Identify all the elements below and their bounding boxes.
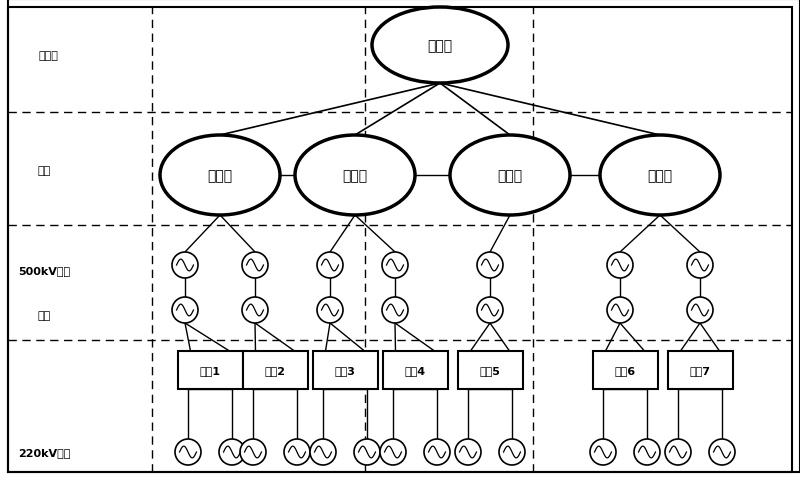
Ellipse shape — [295, 136, 415, 216]
Text: 联厘7: 联厘7 — [690, 365, 710, 375]
Text: 分区一: 分区一 — [207, 168, 233, 182]
Circle shape — [424, 439, 450, 465]
Text: 联厘6: 联厘6 — [614, 365, 635, 375]
Ellipse shape — [372, 8, 508, 84]
Circle shape — [499, 439, 525, 465]
Circle shape — [687, 252, 713, 278]
Circle shape — [687, 298, 713, 324]
Text: 联厘1: 联厘1 — [199, 365, 221, 375]
Circle shape — [317, 298, 343, 324]
Text: 分区二: 分区二 — [342, 168, 367, 182]
Text: 分区四: 分区四 — [647, 168, 673, 182]
Circle shape — [455, 439, 481, 465]
Text: 联厘5: 联厘5 — [479, 365, 501, 375]
Circle shape — [242, 298, 268, 324]
Text: 分层: 分层 — [38, 311, 50, 320]
Bar — [458, 351, 522, 389]
Text: 联厘2: 联厘2 — [265, 365, 286, 375]
Circle shape — [634, 439, 660, 465]
Text: 500kV机组: 500kV机组 — [18, 265, 70, 276]
Bar — [178, 351, 242, 389]
Bar — [593, 351, 658, 389]
Ellipse shape — [450, 136, 570, 216]
Text: 分区三: 分区三 — [498, 168, 522, 182]
Circle shape — [354, 439, 380, 465]
Circle shape — [242, 252, 268, 278]
Circle shape — [175, 439, 201, 465]
Circle shape — [590, 439, 616, 465]
Text: 联络线: 联络线 — [38, 51, 58, 61]
Circle shape — [607, 252, 633, 278]
Circle shape — [317, 252, 343, 278]
Text: 分区: 分区 — [38, 166, 50, 176]
Bar — [382, 351, 447, 389]
Circle shape — [172, 298, 198, 324]
Circle shape — [477, 298, 503, 324]
Bar — [313, 351, 378, 389]
Circle shape — [284, 439, 310, 465]
Circle shape — [665, 439, 691, 465]
Text: 联络线: 联络线 — [427, 39, 453, 53]
Bar — [242, 351, 307, 389]
Circle shape — [172, 252, 198, 278]
Bar — [667, 351, 733, 389]
Circle shape — [380, 439, 406, 465]
Text: 联厘4: 联厘4 — [405, 365, 426, 375]
Circle shape — [310, 439, 336, 465]
Circle shape — [382, 298, 408, 324]
Circle shape — [607, 298, 633, 324]
Ellipse shape — [160, 136, 280, 216]
Circle shape — [709, 439, 735, 465]
Text: 联厘3: 联厘3 — [334, 365, 355, 375]
Circle shape — [240, 439, 266, 465]
Ellipse shape — [600, 136, 720, 216]
Circle shape — [219, 439, 245, 465]
Text: 220kV机组: 220kV机组 — [18, 447, 70, 457]
Circle shape — [382, 252, 408, 278]
Circle shape — [477, 252, 503, 278]
